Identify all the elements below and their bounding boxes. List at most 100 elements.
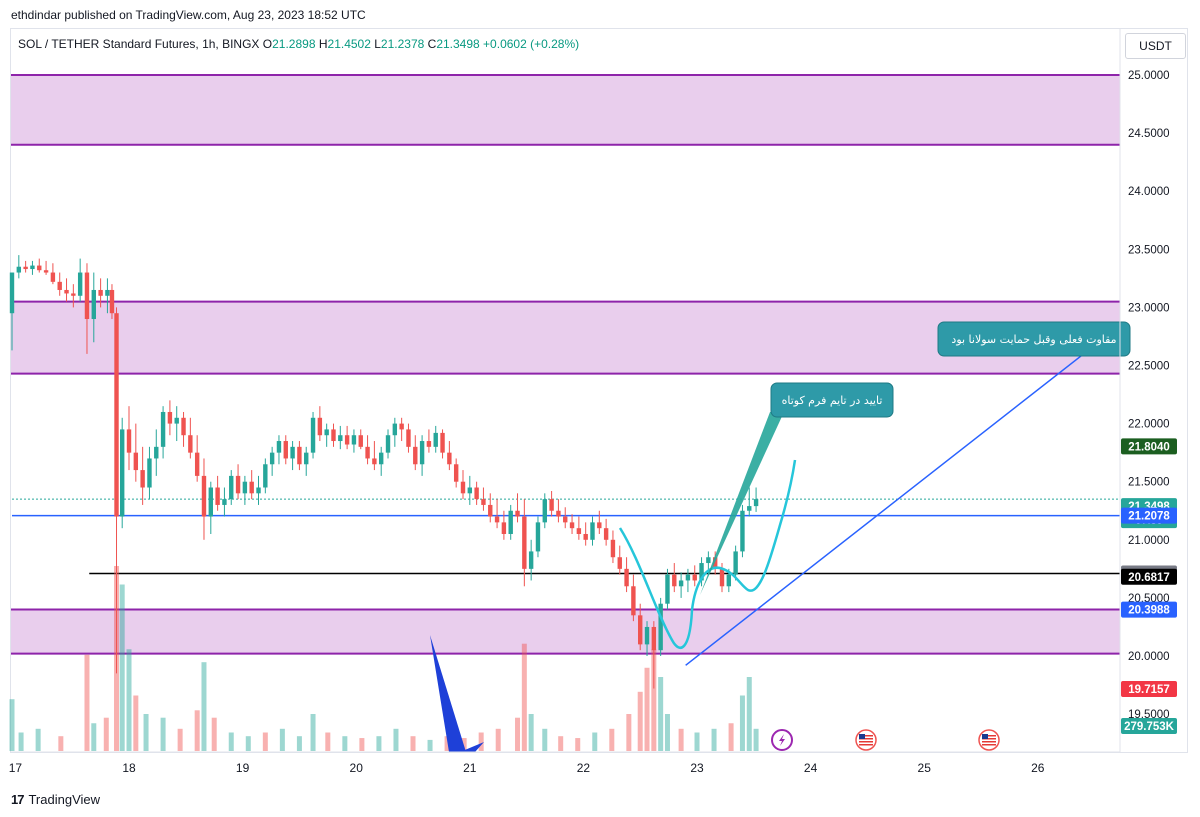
candle-body [699, 563, 704, 581]
candle-body [105, 289, 110, 296]
flag-stripe [859, 735, 873, 737]
candle-body [569, 522, 575, 529]
time-tick: 23 [690, 761, 704, 775]
candle-body [201, 475, 207, 517]
ohlc-key-o: O [262, 37, 273, 51]
price-label: 19.7157 [1128, 684, 1170, 696]
candle-body [235, 475, 241, 494]
candle-body [344, 435, 350, 445]
callout-pointer [700, 412, 784, 595]
candle-body [167, 411, 173, 424]
us-flag-icon[interactable] [855, 729, 877, 751]
candle-body [556, 510, 561, 517]
volume-bar [119, 584, 125, 751]
callout-resistance-text: مقاوت فعلی وقبل حمایت سولانا بود [951, 333, 1116, 346]
candle-body [188, 435, 193, 453]
volume-bar [575, 738, 581, 751]
volume-bar [177, 728, 183, 751]
candle-body [644, 626, 650, 645]
candle-body [474, 487, 479, 500]
candle-body [528, 551, 534, 569]
tradingview-logo[interactable]: 17 TradingView [11, 792, 100, 807]
ohlc-key-h: H [315, 37, 328, 51]
candle-body [399, 423, 404, 430]
price-tick: 22.0000 [1128, 419, 1170, 431]
candle-body [263, 464, 268, 488]
candle-body [658, 603, 663, 651]
candle-body [467, 487, 473, 494]
candle-body [460, 481, 466, 494]
price-label-box [1121, 568, 1177, 585]
volume-bar [658, 677, 664, 751]
cup-handle-drawing [618, 459, 797, 650]
candle-body [712, 557, 718, 569]
volume-bar [664, 714, 670, 751]
zone-2 [11, 609, 1120, 654]
volume-bar [143, 714, 149, 751]
flag-canton [859, 734, 865, 739]
candle-body [304, 452, 309, 465]
price-label-box [1121, 681, 1177, 698]
candle-body [501, 522, 507, 534]
candle-body [358, 435, 363, 447]
candle-body [603, 528, 609, 540]
candle-body [133, 452, 139, 471]
volume-bar [427, 739, 433, 751]
volume-bar [262, 732, 268, 751]
price-tick: 24.0000 [1128, 186, 1170, 198]
time-tick: 26 [1031, 761, 1045, 775]
candle-body [98, 289, 103, 296]
candle-body [229, 475, 234, 500]
flag-canton [982, 734, 988, 739]
callout-short-timeframe-text: تایید در تایم فرم کوتاه [782, 394, 883, 407]
candle-body [351, 435, 357, 445]
candle-body [57, 281, 62, 290]
volume-bar [342, 736, 348, 751]
candle-body [542, 499, 547, 523]
volume-bar [651, 649, 657, 751]
us-flag-icon[interactable] [978, 729, 1000, 751]
publisher-credit: ethdindar published on TradingView.com, … [11, 8, 366, 22]
candle-body [283, 441, 288, 459]
candle-body [126, 429, 132, 453]
candle-body [372, 458, 377, 465]
volume-bar [296, 736, 302, 751]
candle-body [77, 272, 83, 296]
volume-bar [410, 736, 416, 751]
callout-resistance-box[interactable] [937, 321, 1131, 357]
candle-body [419, 441, 425, 465]
flag-stripe [859, 744, 873, 746]
callout-short-timeframe-box[interactable] [770, 382, 894, 418]
candle-body [208, 487, 213, 517]
candle-body [290, 446, 295, 459]
price-label: 21.3498 [1128, 501, 1170, 513]
candle-body [30, 265, 35, 270]
candle-body [624, 568, 629, 587]
volume-bar [18, 732, 24, 751]
ohlc-value-o: 21.2898 [272, 37, 316, 51]
volume-bar [393, 728, 399, 751]
candle-body [426, 441, 432, 447]
volume-bar [753, 728, 759, 751]
candle-body [590, 522, 595, 540]
time-tick: 17 [9, 761, 23, 775]
candle-body [222, 499, 227, 505]
volume-bar [678, 728, 684, 751]
volume-bar [201, 662, 207, 751]
candle-body [665, 574, 670, 604]
tradingview-brand: TradingView [28, 792, 101, 807]
volume-bar [211, 717, 217, 751]
candle-body [16, 266, 22, 273]
candle-body [71, 293, 76, 296]
currency-button[interactable]: USDT [1125, 33, 1186, 59]
candle-body [672, 574, 677, 587]
volume-bar [245, 736, 251, 751]
price-label-box [1121, 601, 1177, 618]
candle-body [331, 429, 336, 442]
volume-bar [592, 732, 598, 751]
candle-body [638, 615, 643, 645]
volume-bar [644, 667, 650, 751]
candle-body [140, 470, 145, 488]
arrow-marker-tip [460, 742, 484, 752]
